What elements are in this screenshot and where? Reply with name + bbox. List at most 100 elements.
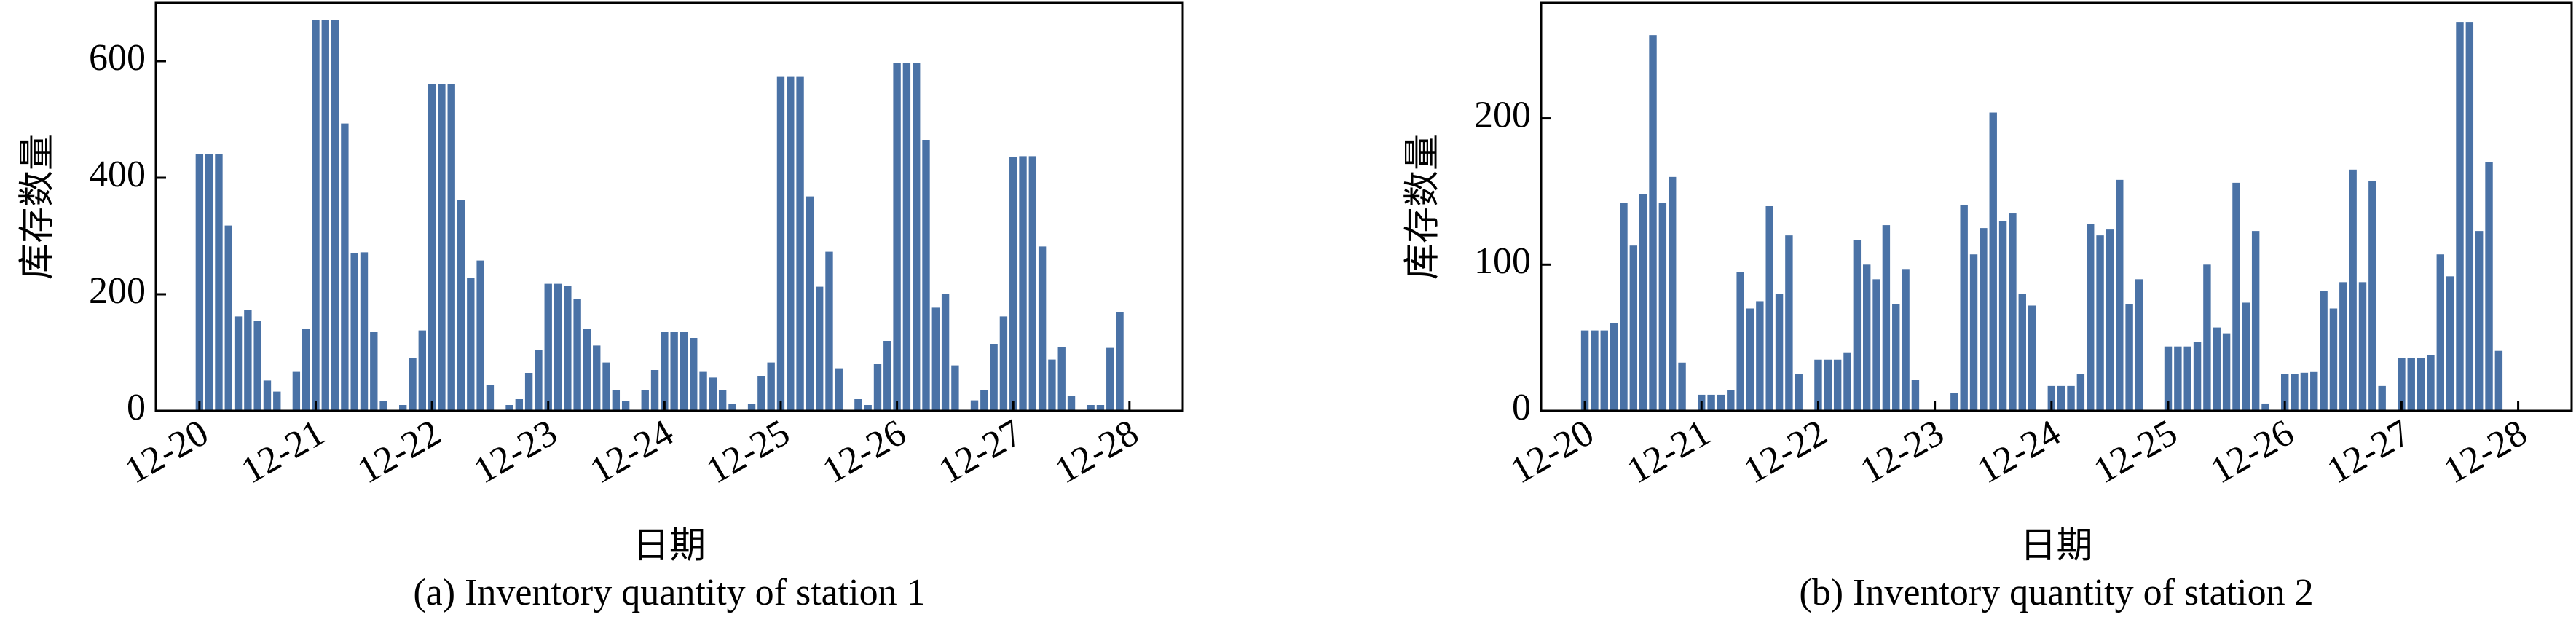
bar — [1989, 112, 1997, 411]
bar — [2057, 385, 2065, 411]
caption: (b) Inventory quantity of station 2 — [1799, 572, 2313, 613]
bar — [2358, 282, 2367, 411]
bar — [2028, 305, 2036, 411]
x-tick-label: 12-28 — [1048, 412, 1146, 492]
bar — [428, 84, 436, 411]
bar — [602, 362, 610, 411]
bar — [1610, 323, 1618, 411]
plot-frame — [154, 1, 1184, 412]
bar — [757, 376, 765, 411]
bar — [1746, 308, 1754, 411]
plot-frame — [1540, 1, 2573, 412]
bar — [883, 341, 891, 411]
bar — [787, 76, 795, 411]
bar — [2125, 304, 2133, 411]
bar — [1678, 362, 1686, 411]
bar — [2456, 22, 2464, 411]
bar — [1106, 347, 1114, 411]
y-tick-label: 0 — [127, 387, 146, 428]
bar — [409, 358, 417, 411]
bar — [2135, 279, 2143, 411]
bar — [1048, 359, 1056, 411]
x-tick-label: 12-23 — [1854, 412, 1951, 492]
bar — [360, 252, 369, 411]
bar — [2116, 179, 2124, 412]
bar — [718, 390, 727, 411]
bar — [2485, 162, 2493, 411]
x-tick-label: 12-21 — [235, 412, 332, 492]
bar — [854, 399, 862, 411]
bar — [1736, 272, 1744, 411]
bar — [524, 373, 533, 411]
bar — [1620, 203, 1628, 411]
bar — [1057, 347, 1066, 411]
bar — [2320, 291, 2328, 411]
bar — [1950, 393, 1958, 411]
bar — [331, 20, 339, 411]
bar — [467, 278, 475, 411]
bar — [1814, 359, 1822, 411]
bar — [1649, 35, 1657, 411]
bar — [1882, 225, 1891, 411]
bar — [1717, 394, 1725, 411]
bar — [2407, 358, 2415, 411]
bar — [2232, 182, 2240, 411]
bar — [641, 390, 649, 411]
bar — [1785, 235, 1793, 411]
bar — [2193, 342, 2202, 411]
bar — [2300, 372, 2309, 411]
bar — [2475, 231, 2484, 411]
bar — [2417, 358, 2425, 411]
y-axis-label: 库存数量 — [1401, 134, 1443, 280]
bar — [1087, 405, 1095, 411]
bar — [825, 251, 833, 411]
bar — [2242, 302, 2250, 411]
bar — [583, 329, 591, 411]
bar — [913, 63, 921, 412]
x-tick-label: 12-27 — [2320, 412, 2418, 492]
bar — [796, 76, 804, 411]
bar — [1096, 405, 1105, 411]
bar — [806, 196, 814, 411]
bar — [670, 332, 678, 411]
bar — [2183, 346, 2191, 411]
bar — [2018, 294, 2026, 411]
bar — [1862, 264, 1871, 411]
bar — [951, 365, 959, 411]
bar — [2164, 346, 2173, 411]
bar — [2427, 355, 2435, 411]
bar — [564, 286, 572, 411]
bar — [1775, 294, 1784, 411]
bar — [2106, 229, 2114, 411]
bar — [680, 332, 688, 411]
bar — [505, 405, 513, 411]
bar — [515, 399, 524, 411]
bar — [399, 405, 407, 411]
x-axis-label: 日期 — [2020, 524, 2093, 567]
bar — [1872, 279, 1880, 411]
bar — [341, 123, 349, 411]
bar — [2251, 231, 2260, 411]
bar — [941, 294, 950, 411]
x-tick-label: 12-25 — [2087, 412, 2184, 492]
bar — [767, 362, 775, 411]
bar — [1892, 304, 1900, 411]
bar — [1824, 359, 1832, 411]
bar — [1707, 394, 1715, 411]
x-tick-label: 12-22 — [1737, 412, 1835, 492]
y-axis-label: 库存数量 — [16, 134, 58, 280]
y-tick-label: 200 — [89, 270, 146, 312]
bar — [1980, 228, 1988, 411]
bar — [2222, 333, 2231, 411]
bar — [2339, 282, 2347, 411]
bar — [902, 63, 911, 412]
bar — [302, 329, 310, 411]
bar — [709, 377, 717, 411]
bar — [747, 404, 756, 411]
bar — [2047, 385, 2056, 411]
bar — [205, 154, 213, 411]
x-tick-label: 12-27 — [932, 412, 1030, 492]
bar — [2076, 374, 2085, 411]
bar — [447, 84, 455, 411]
